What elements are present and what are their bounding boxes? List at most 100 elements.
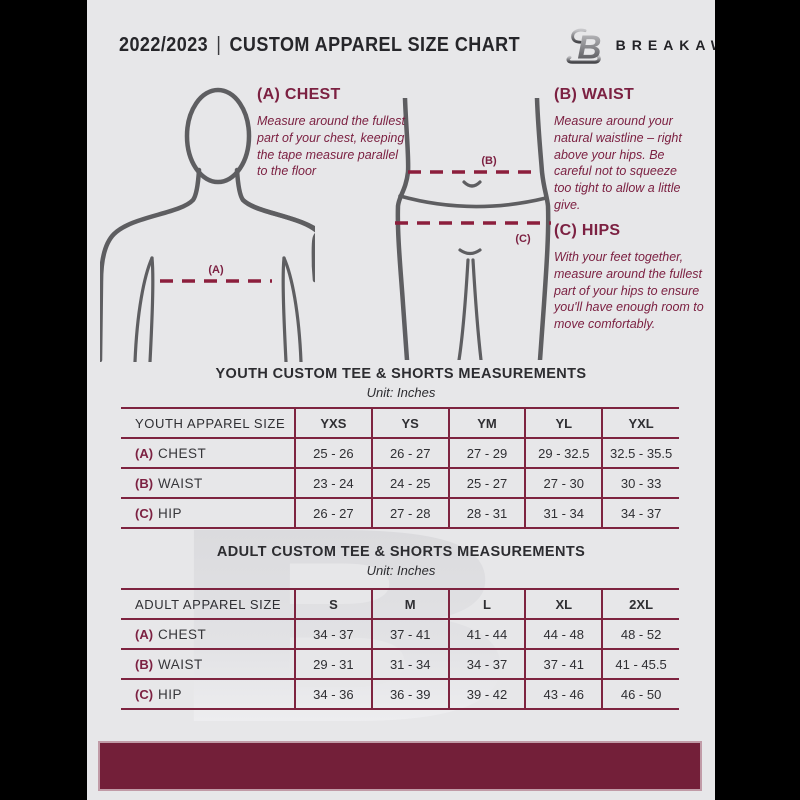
chest-body-text: Measure around the fullest part of your …	[257, 114, 406, 179]
cell: 27 - 30	[524, 468, 603, 498]
cell: 44 - 48	[524, 619, 603, 649]
cell: 30 - 33	[601, 468, 679, 498]
cell: 24 - 25	[370, 468, 449, 498]
cell: 23 - 24	[294, 468, 372, 498]
size-header: YS	[370, 408, 449, 438]
cell: 46 - 50	[601, 679, 679, 709]
row-prefix: (C)	[135, 686, 154, 702]
row-label: (B) WAIST	[121, 649, 295, 679]
size-header: YXL	[601, 408, 679, 438]
waist-heading: (B) WAIST	[554, 86, 635, 103]
waist-instructions: (B) WAIST Measure around your natural wa…	[554, 86, 696, 214]
size-header: YL	[524, 408, 603, 438]
row-label: (C) HIP	[121, 679, 295, 709]
cell: 29 - 32.5	[524, 438, 603, 468]
cell: 37 - 41	[370, 619, 449, 649]
size-header: M	[370, 589, 449, 619]
hip-line-label: (C)	[515, 233, 531, 245]
lower-body-figure: (B) (C)	[395, 98, 551, 360]
size-header: 2XL	[601, 589, 679, 619]
youth-section-title: YOUTH CUSTOM TEE & SHORTS MEASUREMENTS	[215, 366, 587, 382]
size-header: XL	[524, 589, 603, 619]
adult-size-label: ADULT APPAREL SIZE	[135, 596, 282, 612]
row-label: (A) CHEST	[121, 619, 295, 649]
chest-line-label: (A)	[208, 264, 224, 276]
header: 2022/2023 | CUSTOM APPAREL SIZE CHART B	[87, 24, 715, 66]
row-prefix: (A)	[135, 626, 154, 642]
cell: 26 - 27	[294, 498, 372, 528]
size-header: YXS	[294, 408, 372, 438]
row-label: (A) CHEST	[121, 438, 295, 468]
cell: 39 - 42	[447, 679, 526, 709]
adult-section-title: ADULT CUSTOM TEE & SHORTS MEASUREMENTS	[216, 544, 586, 560]
chest-heading: (A) CHEST	[257, 86, 341, 103]
row-label-text: HIP	[158, 505, 183, 521]
row-label-text: WAIST	[158, 475, 203, 491]
row-prefix: (B)	[135, 656, 154, 672]
breakaway-logo-icon: B	[566, 28, 601, 66]
table-row: (B) WAIST 29 - 31 31 - 34 34 - 37 37 - 41…	[121, 649, 679, 679]
cell: 36 - 39	[370, 679, 449, 709]
youth-unit-label: Unit: Inches	[366, 385, 436, 400]
adult-unit-label: Unit: Inches	[366, 563, 436, 578]
row-prefix: (A)	[135, 445, 154, 461]
cell: 34 - 37	[447, 649, 526, 679]
youth-size-label: YOUTH APPAREL SIZE	[135, 415, 286, 431]
table-row: (C) HIP 26 - 27 27 - 28 28 - 31 31 - 34 3…	[121, 498, 679, 528]
table-row: (A) CHEST 34 - 37 37 - 41 41 - 44 44 - 48…	[121, 619, 679, 649]
brand-name: BREAKAWAY	[615, 37, 715, 53]
brand-logo: B BREAKAWAY	[565, 24, 715, 66]
row-label-text: CHEST	[158, 626, 207, 642]
title-separator: |	[216, 33, 222, 56]
table-row: (A) CHEST 25 - 26 26 - 27 27 - 29 29 - 32…	[121, 438, 679, 468]
cell: 34 - 37	[294, 619, 372, 649]
svg-text:B: B	[577, 29, 601, 66]
upper-body-figure: (A)	[100, 87, 315, 362]
row-label-text: CHEST	[158, 445, 207, 461]
table-row: (B) WAIST 23 - 24 24 - 25 25 - 27 27 - 30…	[121, 468, 679, 498]
cell: 41 - 44	[447, 619, 526, 649]
season-label: 2022/2023	[119, 33, 209, 56]
cell: 32.5 - 35.5	[601, 438, 679, 468]
youth-size-table: YOUTH APPAREL SIZE YXS YS YM YL YXL (A) C…	[121, 407, 679, 529]
row-label: (B) WAIST	[121, 468, 295, 498]
page-title: 2022/2023 | CUSTOM APPAREL SIZE CHART	[119, 34, 520, 57]
footer-accent-bar	[98, 741, 702, 791]
size-header: S	[294, 589, 372, 619]
cell: 28 - 31	[447, 498, 526, 528]
cell: 25 - 27	[447, 468, 526, 498]
row-label-text: WAIST	[158, 656, 203, 672]
cell: 48 - 52	[601, 619, 679, 649]
title-text: CUSTOM APPAREL SIZE CHART	[229, 33, 521, 56]
cell: 34 - 37	[601, 498, 679, 528]
cell: 37 - 41	[524, 649, 603, 679]
hips-instructions: (C) HIPS With your feet together, measur…	[554, 222, 704, 333]
cell: 31 - 34	[370, 649, 449, 679]
cell: 26 - 27	[370, 438, 449, 468]
row-prefix: (B)	[135, 475, 154, 491]
adult-size-table: ADULT APPAREL SIZE S M L XL 2XL (A) CHEST…	[121, 588, 679, 710]
size-header: L	[447, 589, 526, 619]
cell: 41 - 45.5	[601, 649, 679, 679]
hips-body-text: With your feet together, measure around …	[554, 250, 704, 331]
youth-header-row: YOUTH APPAREL SIZE YXS YS YM YL YXL	[121, 408, 679, 438]
waist-body-text: Measure around your natural waistline – …	[554, 114, 682, 212]
cell: 29 - 31	[294, 649, 372, 679]
row-prefix: (C)	[135, 505, 154, 521]
row-label-text: HIP	[158, 686, 183, 702]
adult-header-row: ADULT APPAREL SIZE S M L XL 2XL	[121, 589, 679, 619]
cell: 25 - 26	[294, 438, 372, 468]
cell: 27 - 28	[370, 498, 449, 528]
cell: 34 - 36	[294, 679, 372, 709]
row-label: (C) HIP	[121, 498, 295, 528]
cell: 31 - 34	[524, 498, 603, 528]
size-header: YM	[447, 408, 526, 438]
table-row: (C) HIP 34 - 36 36 - 39 39 - 42 43 - 46 4…	[121, 679, 679, 709]
cell: 27 - 29	[447, 438, 526, 468]
size-chart-page: B 2022/2023 | CUSTOM APPAREL SIZE CHART	[87, 0, 715, 800]
cell: 43 - 46	[524, 679, 603, 709]
hips-heading: (C) HIPS	[554, 222, 621, 239]
chest-instructions: (A) CHEST Measure around the fullest par…	[257, 86, 409, 180]
waist-line-label: (B)	[481, 155, 497, 167]
